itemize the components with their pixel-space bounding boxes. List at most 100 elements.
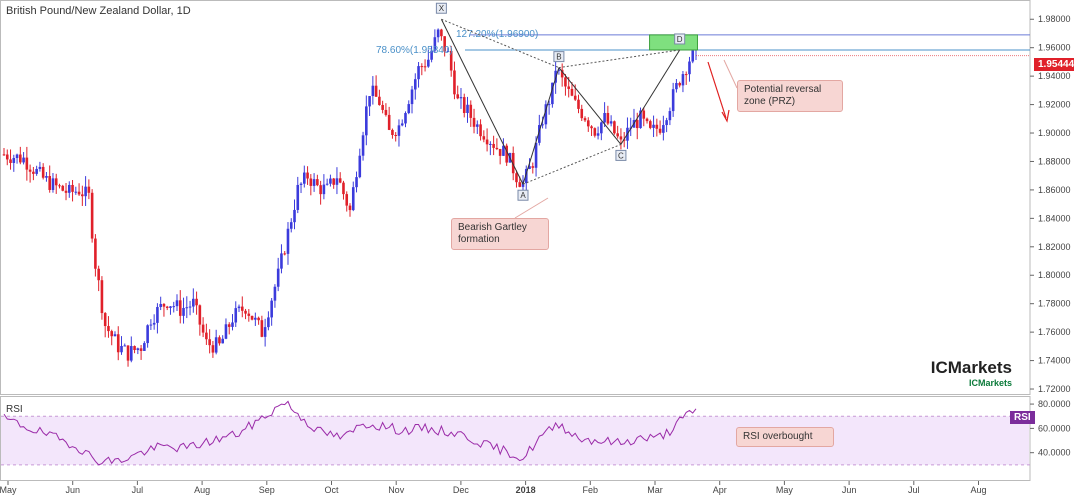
candle-body (678, 83, 681, 86)
prz-callout: Potential reversal zone (PRZ) (737, 80, 843, 112)
candle (306, 166, 309, 185)
candle (45, 172, 48, 182)
candle-body (208, 339, 211, 346)
candle-body (639, 110, 642, 129)
candle-body (54, 178, 58, 186)
candle-body (296, 184, 300, 210)
candle (71, 179, 74, 202)
prz-callout-pointer (723, 59, 738, 89)
candle-body (205, 332, 208, 340)
gartley-callout-pointer (514, 197, 549, 219)
candle (162, 303, 166, 317)
candle-body (329, 178, 332, 184)
candle (466, 96, 469, 123)
candle-body (609, 121, 613, 124)
candle-body (22, 157, 25, 163)
candle (257, 316, 260, 325)
candle-body (492, 143, 495, 148)
candle-body (430, 50, 433, 60)
candle (208, 329, 211, 354)
candle-body (94, 238, 97, 269)
candle (159, 296, 162, 311)
candle-body (100, 280, 104, 314)
rsi-band (1, 416, 1029, 465)
candle (319, 180, 322, 205)
candle (397, 119, 401, 147)
candle-body (182, 307, 185, 316)
candle (9, 149, 12, 170)
candle-body (371, 85, 375, 97)
candle-body (619, 136, 623, 140)
x-tick-label: 2018 (516, 485, 536, 495)
candle (600, 121, 603, 141)
candle-body (45, 176, 48, 178)
candle-body (531, 166, 535, 168)
candle-body (538, 125, 541, 143)
candle-body (178, 300, 182, 316)
candle (639, 107, 642, 129)
candle (407, 100, 411, 115)
candle-body (286, 228, 290, 254)
pattern-leg (620, 49, 681, 145)
candle (293, 199, 296, 230)
pattern-point-label: C (618, 151, 624, 160)
candle (299, 182, 303, 194)
candle (433, 29, 437, 53)
candle-body (32, 171, 35, 174)
candle (322, 174, 326, 200)
candle (675, 79, 678, 93)
rsi-tick-label: 80.0000 (1038, 399, 1071, 409)
candle (459, 88, 463, 109)
candle (267, 311, 270, 331)
rsi-line (3, 400, 697, 466)
candle-body (211, 345, 215, 353)
candle-body (469, 104, 473, 118)
candle-body (348, 205, 352, 211)
candle (74, 186, 78, 195)
candle (619, 128, 623, 150)
candle-body (19, 154, 22, 163)
candle-body (234, 308, 238, 323)
candle-body (71, 184, 74, 192)
candle (214, 329, 218, 355)
candle (126, 345, 130, 367)
candle (691, 48, 695, 64)
candle-body (476, 124, 479, 127)
candle-body (668, 111, 672, 121)
candle (423, 59, 427, 72)
candle-body (58, 185, 61, 187)
candle (613, 120, 616, 135)
candle (35, 165, 38, 176)
candle (149, 319, 153, 330)
candle-body (306, 172, 309, 179)
candle (652, 115, 655, 138)
candle (345, 191, 349, 212)
candle (479, 119, 482, 141)
x-tick-label: Feb (583, 485, 599, 495)
candle-body (107, 326, 110, 332)
candle-body (635, 120, 639, 129)
candles-group (2, 28, 698, 367)
candle-body (90, 192, 94, 239)
candle-body (361, 135, 365, 156)
candle-body (420, 66, 424, 68)
candle (61, 184, 65, 192)
candle-body (462, 97, 466, 113)
candle-body (427, 59, 430, 67)
candle (609, 115, 613, 127)
candle (449, 45, 453, 77)
last-price-badge: 1.95444 (1034, 58, 1074, 71)
candle-body (466, 104, 469, 113)
y-tick-label: 1.74000 (1038, 356, 1071, 366)
candle-body (28, 169, 32, 172)
candle (606, 105, 610, 126)
candle (338, 172, 342, 184)
candle (443, 36, 446, 57)
candle (544, 100, 548, 129)
rsi-badge: RSI (1010, 411, 1035, 424)
candle (671, 82, 675, 117)
candle-body (299, 183, 303, 185)
x-tick-label: May (0, 485, 17, 495)
y-tick-label: 1.92000 (1038, 100, 1071, 110)
candle-body (172, 306, 176, 308)
